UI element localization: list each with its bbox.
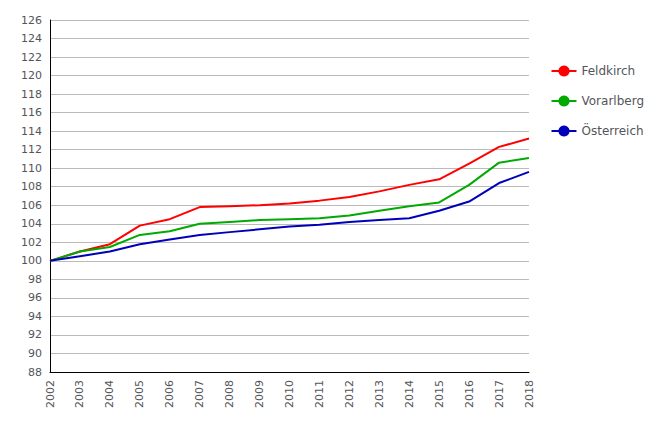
svg-text:122: 122	[21, 51, 42, 64]
svg-text:90: 90	[28, 347, 42, 360]
svg-text:114: 114	[21, 125, 42, 138]
svg-text:2015: 2015	[433, 380, 446, 408]
svg-text:120: 120	[21, 69, 42, 82]
svg-text:2018: 2018	[523, 380, 536, 408]
svg-text:2014: 2014	[403, 380, 416, 408]
svg-text:126: 126	[21, 14, 42, 27]
svg-text:100: 100	[21, 254, 42, 267]
svg-text:88: 88	[28, 366, 42, 379]
svg-text:2007: 2007	[193, 380, 206, 408]
svg-text:98: 98	[28, 273, 42, 286]
svg-text:2002: 2002	[44, 380, 57, 408]
svg-text:2016: 2016	[463, 380, 476, 408]
svg-text:112: 112	[21, 143, 42, 156]
svg-text:92: 92	[28, 328, 42, 341]
svg-text:104: 104	[21, 217, 42, 230]
svg-text:106: 106	[21, 199, 42, 212]
svg-text:2010: 2010	[283, 380, 296, 408]
svg-text:Österreich: Österreich	[581, 122, 643, 138]
svg-text:102: 102	[21, 236, 42, 249]
svg-text:108: 108	[21, 180, 42, 193]
svg-text:2006: 2006	[163, 380, 176, 408]
svg-text:116: 116	[21, 106, 42, 119]
svg-text:2012: 2012	[343, 380, 356, 408]
svg-text:2013: 2013	[373, 380, 386, 408]
svg-text:2005: 2005	[133, 380, 146, 408]
svg-text:124: 124	[21, 32, 42, 45]
svg-text:Feldkirch: Feldkirch	[581, 64, 635, 78]
svg-text:110: 110	[21, 162, 42, 175]
svg-text:2009: 2009	[253, 380, 266, 408]
svg-text:94: 94	[28, 310, 42, 323]
svg-text:Vorarlberg: Vorarlberg	[581, 94, 644, 108]
svg-text:118: 118	[21, 88, 42, 101]
svg-text:2011: 2011	[313, 380, 326, 408]
svg-text:96: 96	[28, 291, 42, 304]
svg-text:2004: 2004	[103, 380, 116, 408]
svg-text:2003: 2003	[73, 380, 86, 408]
svg-text:2008: 2008	[223, 380, 236, 408]
svg-text:2017: 2017	[493, 380, 506, 408]
